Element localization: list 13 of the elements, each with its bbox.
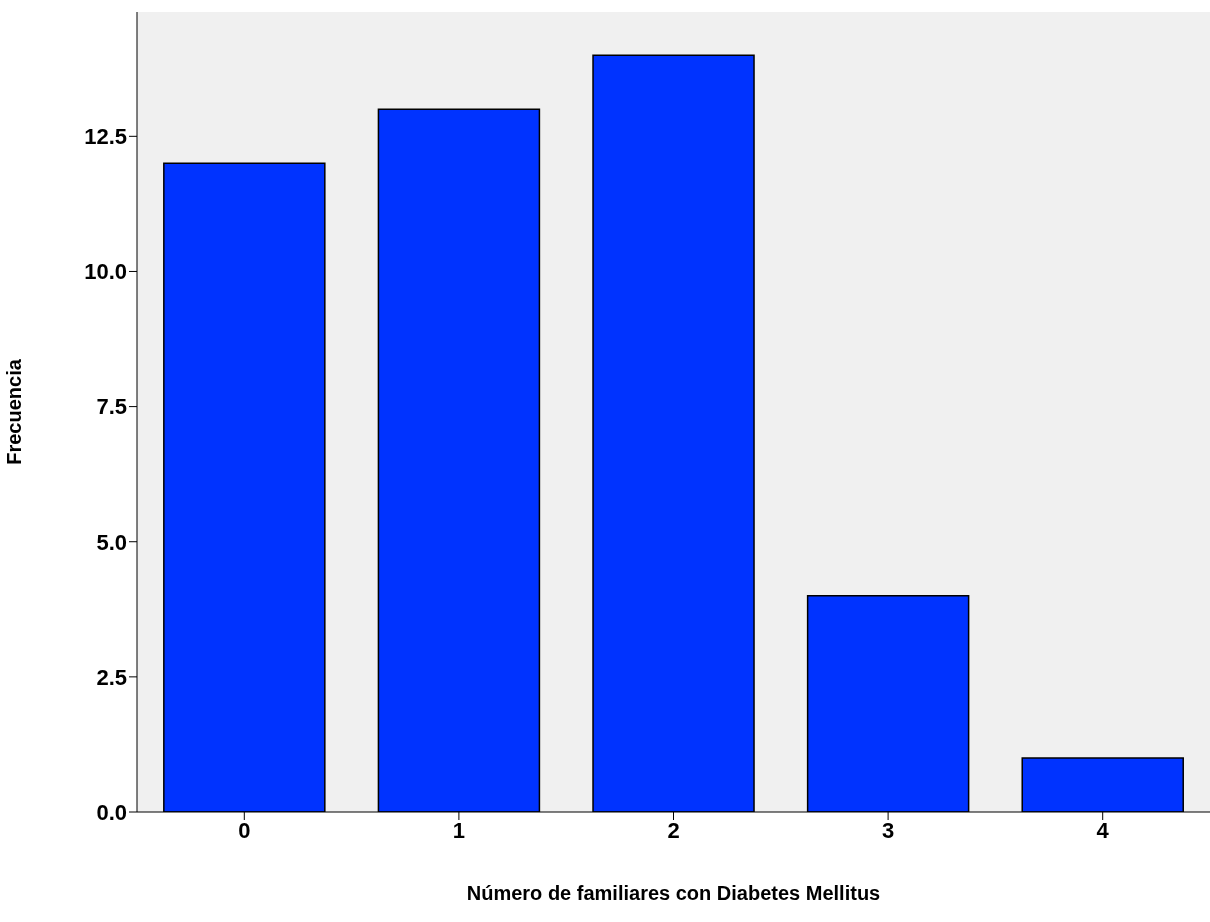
x-tick-label: 2 — [667, 817, 680, 843]
y-tick-label: 5.0 — [96, 529, 127, 555]
y-tick-label: 7.5 — [96, 394, 127, 420]
y-tick-label: 12.5 — [84, 124, 127, 150]
y-axis-title: Frecuencia — [3, 358, 26, 465]
x-tick-label: 1 — [452, 817, 466, 843]
x-tick-label: 3 — [881, 817, 895, 843]
y-tick-label: 10.0 — [84, 259, 127, 285]
x-tick-label: 0 — [238, 817, 251, 843]
y-tick-label: 0.0 — [96, 799, 127, 825]
x-axis-title: Número de familiares con Diabetes Mellitus — [466, 882, 881, 904]
y-tick-label: 2.5 — [96, 664, 127, 690]
x-tick-label: 4 — [1096, 817, 1110, 843]
